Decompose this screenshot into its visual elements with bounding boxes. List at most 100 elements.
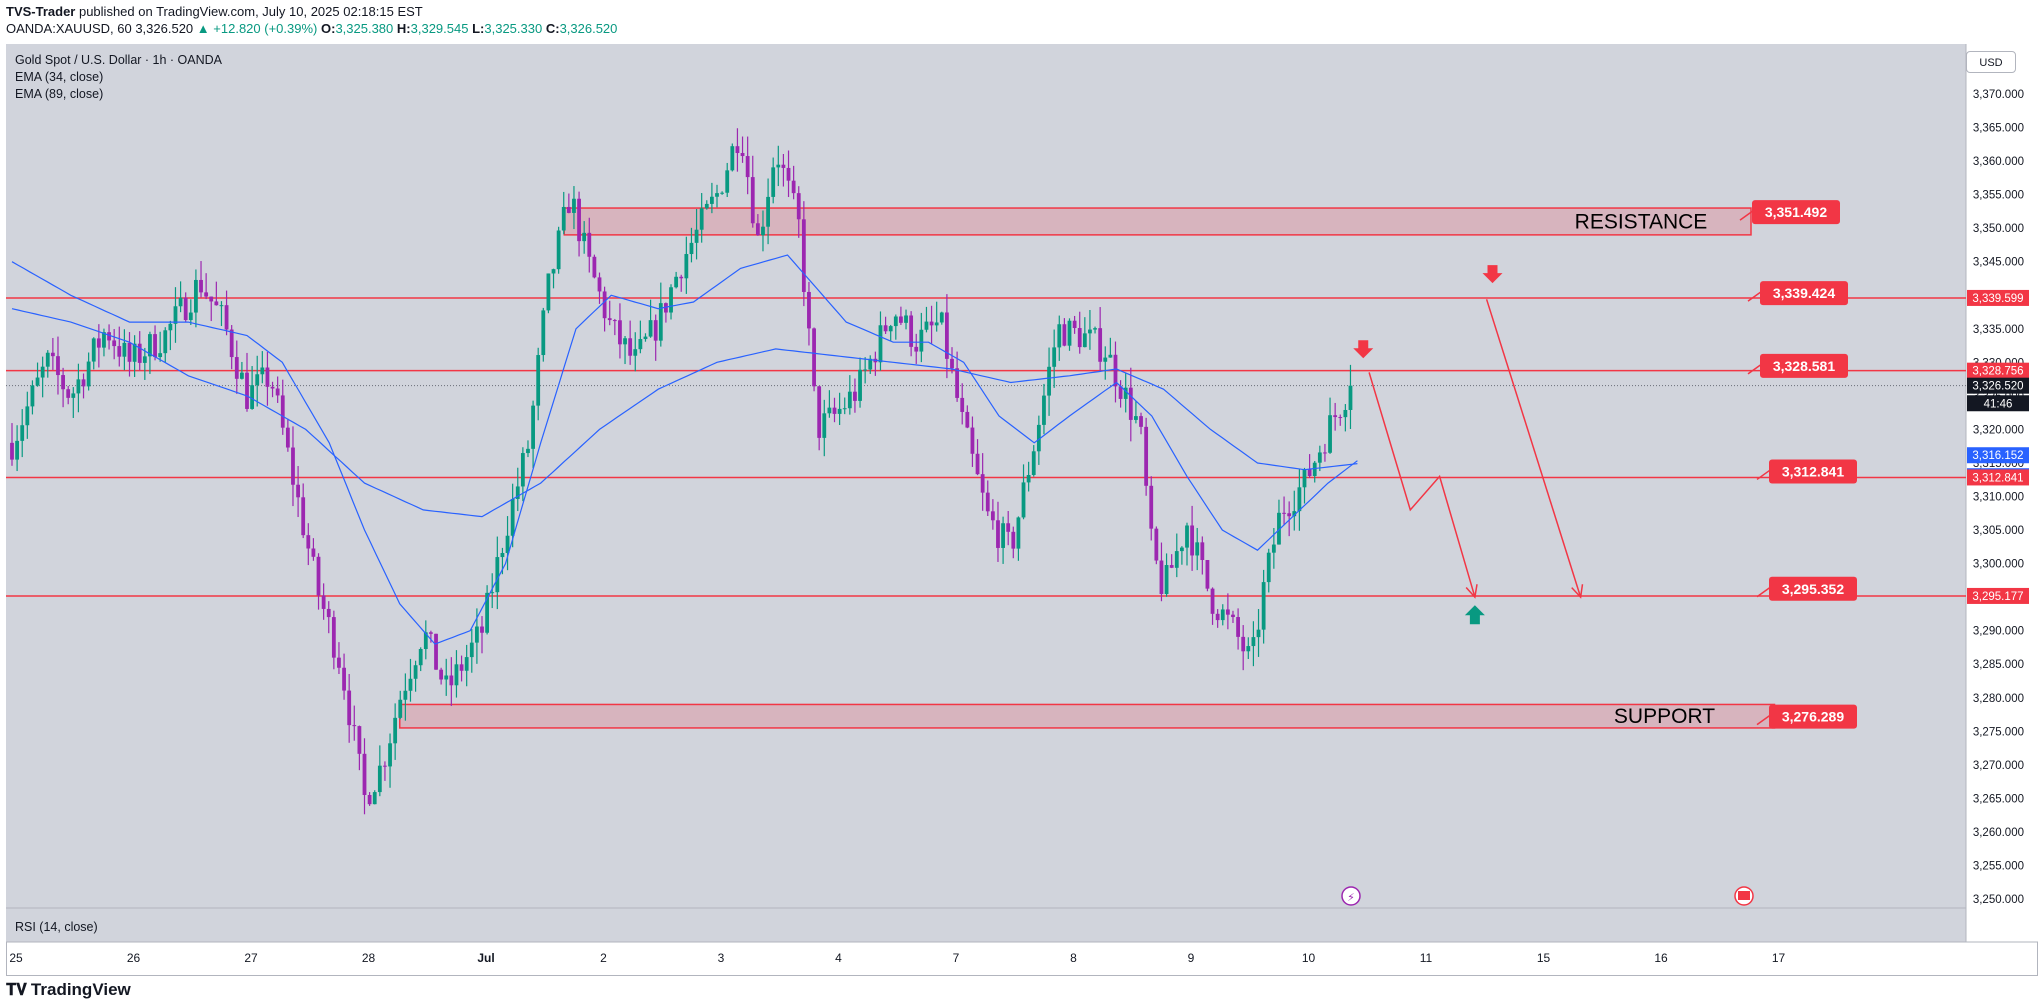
candle-down	[214, 301, 219, 306]
candle-down	[1205, 560, 1210, 589]
candle-down	[352, 725, 357, 727]
candle-down	[107, 332, 111, 341]
level-callout: 3,312.841	[1756, 459, 1857, 484]
candle-up	[1348, 385, 1353, 410]
candle-down	[853, 391, 857, 401]
candle-up	[1312, 462, 1317, 477]
candle-up	[91, 338, 96, 362]
scale-label-value: 41:46	[1984, 398, 2013, 410]
candle-up	[423, 632, 428, 650]
candle-up	[643, 336, 648, 340]
legend-ema34[interactable]: EMA (34, close)	[15, 70, 104, 84]
candle-down	[1139, 416, 1143, 427]
candle-down	[745, 156, 750, 178]
candle-up	[1297, 487, 1302, 512]
candle-down	[750, 177, 755, 224]
candle-down	[1210, 588, 1215, 614]
legend-title[interactable]: Gold Spot / U.S. Dollar · 1h · OANDA	[15, 53, 223, 67]
candle-down	[10, 442, 14, 460]
candle-up	[709, 196, 714, 204]
candle-up	[1271, 544, 1276, 553]
y-tick-label: 3,260.000	[1973, 827, 2024, 839]
y-tick-label: 3,370.000	[1973, 89, 2024, 101]
candle-down	[628, 338, 633, 356]
x-tick-label: 27	[244, 951, 258, 965]
candle-up	[35, 377, 40, 386]
candle-down	[204, 292, 209, 297]
candle-down	[996, 520, 1000, 548]
y-tick-label: 3,280.000	[1973, 693, 2024, 705]
candle-up	[1292, 511, 1297, 517]
candle-up	[1057, 324, 1062, 348]
candle-up	[556, 230, 561, 270]
candle-up	[1031, 451, 1036, 476]
plot-background	[6, 44, 1966, 908]
legend-ema89[interactable]: EMA (89, close)	[15, 87, 104, 101]
resistance-zone	[563, 207, 1752, 236]
candle-down	[786, 167, 791, 181]
candle-up	[730, 146, 735, 171]
candle-up	[1256, 629, 1261, 638]
candle-down	[1011, 531, 1016, 549]
candle-up	[1343, 409, 1348, 418]
candle-up	[464, 657, 469, 671]
brand-logo: 𝐓𝐕 TradingView	[6, 980, 131, 1000]
scale-label-value: 3,312.841	[1972, 472, 2023, 484]
candle-up	[1088, 329, 1092, 334]
candle-up	[868, 358, 873, 370]
currency-button[interactable]: USD	[1966, 51, 2016, 73]
candles	[10, 128, 1353, 815]
candle-down	[653, 320, 658, 341]
candle-up	[1261, 582, 1266, 630]
candle-up	[1266, 552, 1271, 583]
candle-up	[725, 170, 730, 193]
candle-up	[30, 385, 35, 407]
candle-up	[561, 206, 566, 231]
candle-up	[388, 743, 392, 767]
candle-down	[1282, 512, 1286, 514]
candle-down	[1006, 523, 1011, 532]
candle-up	[188, 312, 193, 321]
candle-up	[158, 353, 163, 358]
candle-down	[311, 548, 316, 557]
candle-down	[801, 219, 806, 292]
publisher-name[interactable]: TVS-Trader	[6, 4, 76, 19]
rsi-pane-label[interactable]: RSI (14, close)	[15, 920, 98, 934]
candle-down	[331, 617, 336, 658]
candle-up	[1123, 387, 1128, 399]
candle-up	[1103, 357, 1108, 362]
candle-down	[291, 447, 295, 485]
candle-up	[219, 305, 224, 307]
callout-pointer	[1747, 290, 1763, 302]
candle-up	[694, 229, 699, 243]
callout-value: 3,295.352	[1782, 581, 1844, 597]
candle-down	[950, 358, 954, 369]
buy-arrow-icon	[1464, 605, 1485, 625]
high-label: H:	[396, 21, 411, 36]
candle-up	[858, 369, 862, 401]
candle-down	[245, 372, 249, 409]
candle-down	[990, 511, 995, 521]
candle-up	[582, 232, 587, 242]
open-label: O:	[320, 21, 336, 36]
candle-down	[1323, 452, 1327, 454]
rsi-pane	[6, 908, 1966, 942]
y-tick-label: 3,360.000	[1973, 156, 2024, 168]
publish-info: published on TradingView.com, July 10, 2…	[75, 4, 423, 19]
candle-down	[153, 334, 157, 358]
candle-down	[740, 153, 745, 157]
candle-down	[337, 657, 341, 668]
support-zone	[399, 703, 1776, 729]
candle-down	[1169, 565, 1174, 568]
candle-down	[1062, 324, 1067, 346]
candle-up	[939, 312, 944, 323]
candle-up	[837, 408, 842, 414]
candle-down	[1072, 320, 1077, 329]
candle-up	[1185, 525, 1189, 548]
y-tick-label: 3,305.000	[1973, 525, 2024, 537]
candle-down	[209, 296, 214, 302]
candle-up	[878, 325, 883, 363]
candle-up	[1082, 333, 1087, 348]
symbol-label[interactable]: OANDA:XAUUSD, 60	[6, 21, 132, 36]
